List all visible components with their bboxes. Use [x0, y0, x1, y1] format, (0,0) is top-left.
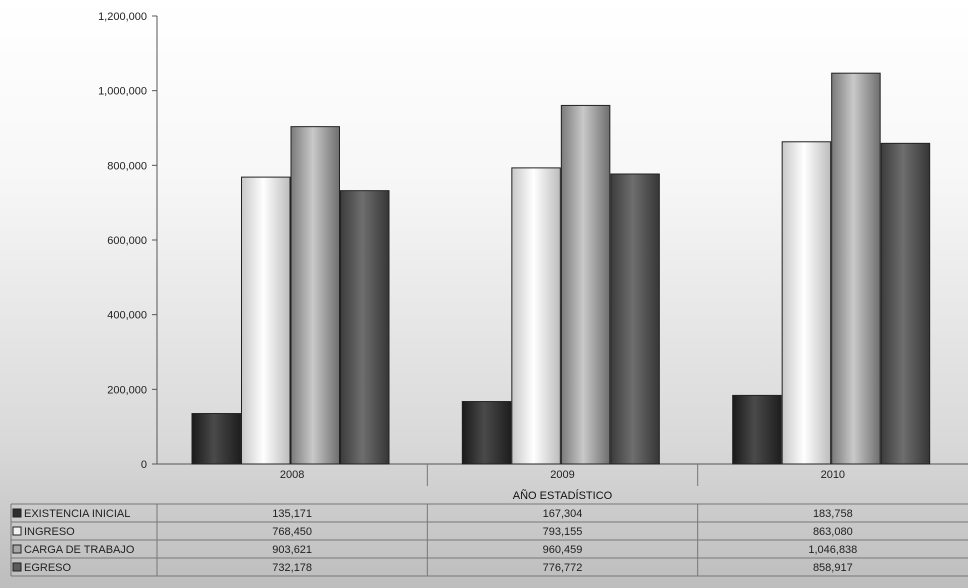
bar-egreso-2010: [880, 142, 931, 465]
y-tick-label: 400,000: [107, 310, 147, 322]
bar-ingreso-2010: [781, 141, 832, 465]
legend-entry: EGRESO: [24, 562, 72, 574]
legend-key: [12, 544, 22, 554]
table-cell-value: 793,155: [543, 526, 583, 538]
x-axis-title: AÑO ESTADÍSTICO: [513, 489, 613, 502]
bar-egreso-2009: [610, 173, 660, 465]
bar-ingreso-2009: [511, 167, 561, 465]
legend-entry: CARGA DE TRABAJO: [24, 544, 135, 556]
bar-existencia-inicial-2010: [732, 394, 782, 465]
x-category-label: 2009: [550, 469, 574, 481]
legend-key: [12, 508, 22, 518]
table-cell-value: 135,171: [272, 508, 312, 520]
table-cell-value: 768,450: [272, 526, 312, 538]
y-tick-label: 1,200,000: [98, 11, 147, 23]
bar-ingreso-2008: [241, 176, 291, 465]
table-cell-value: 858,917: [813, 562, 853, 574]
legend-entry: EXISTENCIA INICIAL: [24, 508, 130, 520]
bar-existencia-inicial-2009: [461, 401, 512, 465]
x-category-label: 2010: [821, 469, 845, 481]
bar-carga-de-trabajo-2010: [831, 72, 881, 465]
table-cell-value: 1,046,838: [808, 544, 857, 556]
table-cell-value: 732,178: [272, 562, 312, 574]
table-cell-value: 863,080: [813, 526, 853, 538]
bar-carga-de-trabajo-2008: [290, 126, 340, 465]
bars: [191, 72, 931, 465]
y-tick-label: 800,000: [107, 160, 147, 172]
legend-key: [12, 526, 22, 536]
legend-key: [12, 562, 22, 572]
bar-existencia-inicial-2008: [191, 413, 241, 465]
y-tick-label: 200,000: [107, 384, 147, 396]
legend-entry: INGRESO: [24, 526, 75, 538]
y-tick-label: 600,000: [107, 235, 147, 247]
bar-carga-de-trabajo-2009: [560, 104, 611, 465]
y-tick-label: 0: [141, 459, 147, 471]
table-cell-value: 960,459: [543, 544, 583, 556]
x-category-label: 2008: [280, 469, 304, 481]
table-cell-value: 183,758: [813, 508, 853, 520]
table-cell-value: 167,304: [543, 508, 583, 520]
bar-egreso-2008: [340, 190, 390, 465]
table-cell-value: 776,772: [543, 562, 583, 574]
data-table: 2008 2009 2010 AÑO ESTADÍSTICO EXISTENCIA IN…: [10, 464, 968, 577]
table-cell-value: 903,621: [272, 544, 312, 556]
y-tick-label: 1,000,000: [98, 86, 147, 98]
